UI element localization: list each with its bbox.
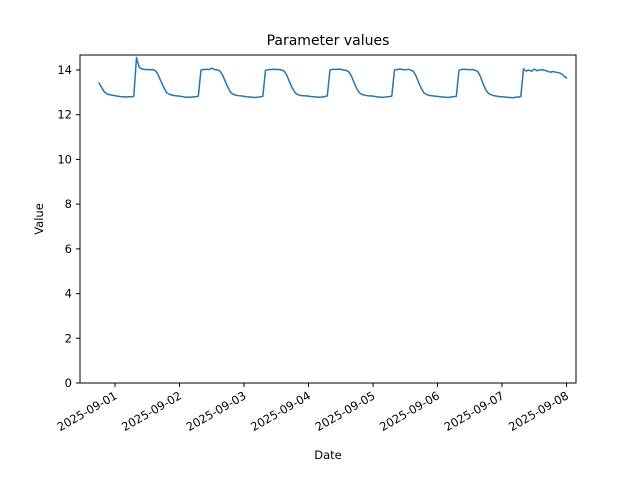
x-tick-label: 2025-09-06 — [377, 388, 442, 434]
x-tick-label: 2025-09-05 — [313, 388, 378, 434]
data-line-parameter-values — [98, 56, 568, 99]
y-tick-label: 4 — [65, 287, 72, 301]
x-tick-label: 2025-09-07 — [442, 388, 507, 434]
y-axis-label: Value — [32, 203, 46, 235]
y-tick-label: 0 — [65, 376, 72, 390]
y-tick-label: 8 — [65, 197, 72, 211]
x-axis-label: Date — [314, 448, 342, 462]
x-tick-label: 2025-09-08 — [506, 388, 571, 434]
x-tick-label: 2025-09-03 — [184, 388, 249, 434]
y-tick-label: 14 — [57, 63, 72, 77]
chart-title: Parameter values — [266, 33, 390, 49]
x-tick-label: 2025-09-01 — [55, 388, 120, 434]
y-tick-label: 12 — [57, 108, 72, 122]
y-tick-label: 10 — [57, 152, 72, 166]
y-tick-label: 6 — [65, 242, 72, 256]
y-tick-label: 2 — [65, 331, 72, 345]
plot-border — [79, 54, 577, 384]
x-tick-label: 2025-09-04 — [248, 388, 313, 434]
x-tick-label: 2025-09-02 — [119, 388, 184, 434]
